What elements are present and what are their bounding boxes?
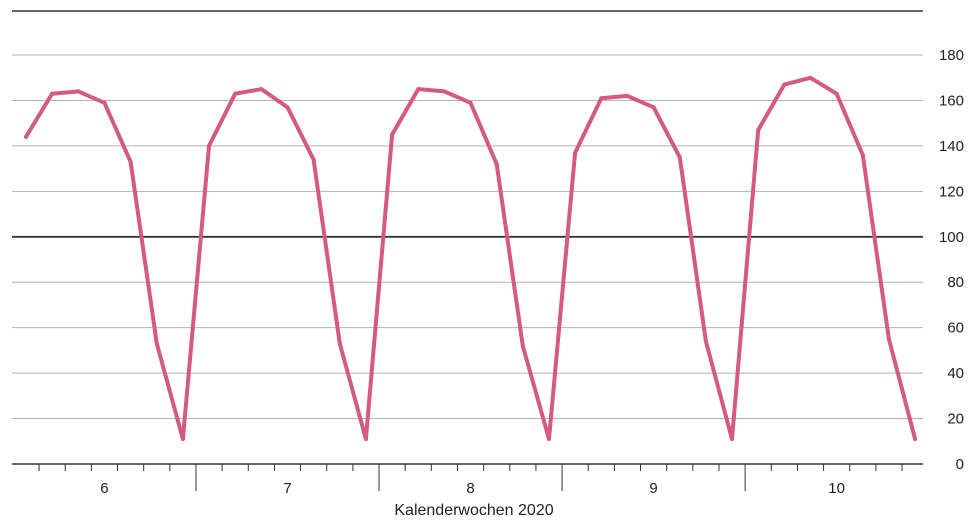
y-tick-label-180: 180 — [939, 47, 964, 64]
data-point — [625, 93, 630, 98]
y-tick-labels: 0 20 40 60 80 100 120 140 160 180 — [939, 47, 964, 473]
data-point — [416, 87, 421, 92]
y-tick-label-140: 140 — [939, 138, 964, 155]
data-point — [651, 105, 656, 110]
data-point — [913, 437, 918, 442]
data-point — [677, 155, 682, 160]
x-group-label-8: 8 — [466, 480, 474, 497]
data-point — [573, 150, 578, 155]
data-point — [128, 159, 133, 164]
data-point — [468, 100, 473, 105]
data-point — [390, 132, 395, 137]
series-layer — [24, 75, 918, 442]
data-point — [76, 89, 81, 94]
y-tick-label-0: 0 — [956, 456, 964, 473]
y-tick-label-160: 160 — [939, 92, 964, 109]
data-point — [180, 437, 185, 442]
x-group-label-9: 9 — [649, 480, 657, 497]
y-tick-label-40: 40 — [947, 365, 964, 382]
x-axis: 6 7 8 9 10 — [12, 463, 923, 497]
data-point — [782, 82, 787, 87]
y-tick-label-80: 80 — [947, 274, 964, 291]
data-point — [259, 87, 264, 92]
data-point — [154, 341, 159, 346]
data-point — [337, 341, 342, 346]
y-tick-label-60: 60 — [947, 320, 964, 337]
data-point — [703, 339, 708, 344]
data-point — [547, 437, 551, 442]
series-line-1 — [24, 75, 918, 441]
data-point — [363, 437, 368, 442]
data-point — [233, 91, 238, 96]
x-group-label-7: 7 — [283, 480, 291, 497]
data-point — [311, 157, 316, 162]
y-tick-label-120: 120 — [939, 183, 964, 200]
data-point — [808, 75, 813, 80]
y-tick-label-100: 100 — [939, 229, 964, 246]
data-point — [756, 128, 761, 133]
x-group-label-10: 10 — [828, 480, 845, 497]
data-point — [442, 89, 447, 94]
data-point — [834, 91, 839, 96]
data-point — [860, 153, 865, 158]
data-point — [599, 96, 604, 101]
gridlines — [12, 54, 923, 420]
data-point — [50, 91, 55, 96]
x-group-label-6: 6 — [100, 480, 108, 497]
data-point — [102, 100, 107, 105]
data-point — [886, 337, 891, 342]
data-point — [494, 162, 499, 167]
y-tick-label-20: 20 — [947, 411, 964, 428]
data-point — [520, 343, 525, 348]
data-point — [207, 143, 212, 148]
data-point — [285, 105, 290, 110]
x-axis-title: Kalenderwochen 2020 — [394, 502, 553, 519]
data-point — [730, 437, 735, 442]
data-point — [24, 134, 28, 139]
